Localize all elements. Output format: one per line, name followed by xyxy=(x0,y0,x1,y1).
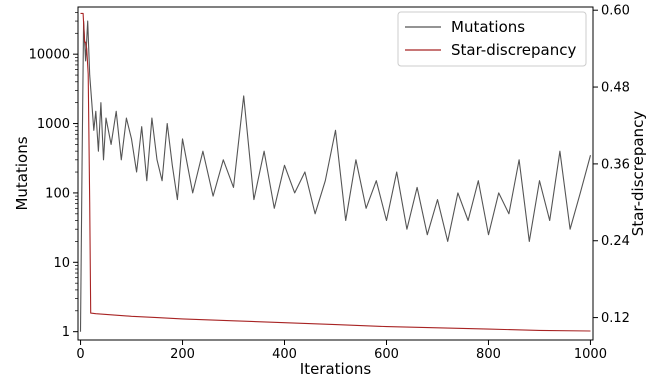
legend-label-star-discrepancy: Star-discrepancy xyxy=(451,41,576,59)
legend: Mutations Star-discrepancy xyxy=(397,11,587,67)
y-right-tick-label: 0.60 xyxy=(601,4,630,19)
x-tick-label: 0 xyxy=(76,347,84,362)
y-left-tick-label: 1 xyxy=(62,325,70,340)
y-right-tick-label: 0.36 xyxy=(601,157,630,172)
x-tick-label: 200 xyxy=(170,347,195,362)
y-left-tick-label: 100 xyxy=(45,186,70,201)
y-right-tick-label: 0.24 xyxy=(601,234,630,249)
y-right-tick-label: 0.48 xyxy=(601,81,630,96)
tick-layer: 0 200 400 600 800 1000 1 10 100 1000 10000 0.12 0.24… xyxy=(29,4,630,362)
y-left-tick-label: 10 xyxy=(53,256,70,271)
legend-box xyxy=(397,11,587,67)
series-line-mutations xyxy=(79,20,592,332)
y-axis-label-left: Mutations xyxy=(13,136,31,210)
y-left-tick-label: 1000 xyxy=(37,117,70,132)
x-tick-label: 600 xyxy=(374,347,399,362)
x-tick-label: 400 xyxy=(272,347,297,362)
y-right-tick-label: 0.12 xyxy=(601,311,630,326)
x-tick-label: 800 xyxy=(476,347,501,362)
x-axis-label: Iterations xyxy=(300,360,372,377)
legend-label-mutations: Mutations xyxy=(451,18,525,36)
y-left-tick-label: 10000 xyxy=(29,48,70,63)
y-axis-label-right: Star-discrepancy xyxy=(629,111,647,236)
series-line-star-discrepancy xyxy=(80,12,591,332)
series-layer xyxy=(79,12,592,332)
x-tick-label: 1000 xyxy=(574,347,607,362)
